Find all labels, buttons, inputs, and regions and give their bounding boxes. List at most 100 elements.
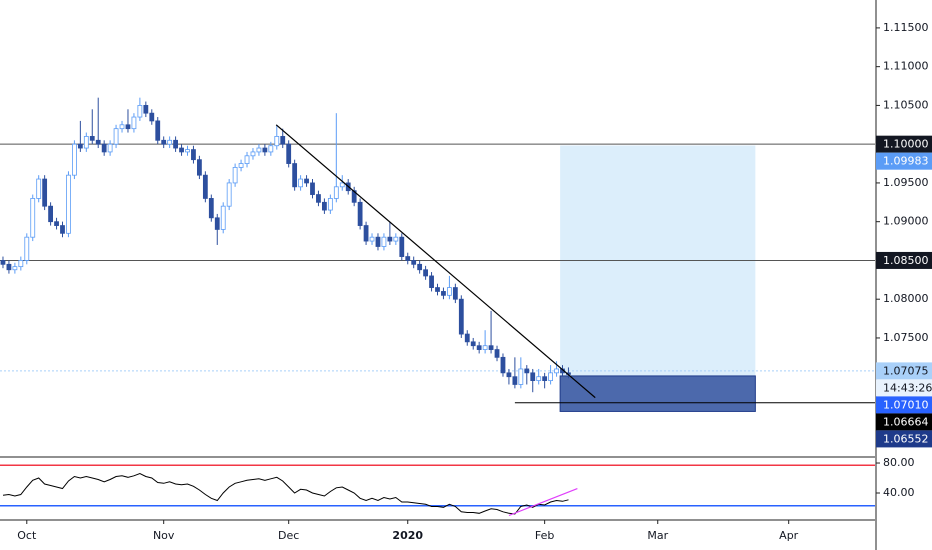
- candle-body: [452, 287, 458, 300]
- loss-zone: [559, 375, 756, 412]
- candle-body: [417, 263, 423, 271]
- price-label: 1.07075: [883, 364, 929, 377]
- candle-body: [89, 136, 95, 141]
- candle-body: [256, 147, 262, 153]
- candle-body: [435, 287, 440, 292]
- candle-body: [363, 225, 369, 242]
- x-tick-label: 2020: [392, 529, 423, 542]
- candle-body: [226, 182, 232, 207]
- x-tick-label: Nov: [153, 529, 175, 542]
- candle-body: [179, 147, 184, 153]
- candle-body: [322, 201, 327, 211]
- candle-body: [411, 260, 417, 265]
- rsi-tick-label: 40.00: [883, 486, 915, 499]
- price-label: 1.08500: [883, 254, 929, 267]
- candle-body: [286, 143, 292, 164]
- candle-body: [83, 136, 89, 149]
- candle-body: [512, 376, 518, 385]
- price-label-box: [876, 152, 932, 170]
- y-tick-label: 1.11500: [883, 21, 929, 34]
- candle-body: [155, 120, 161, 141]
- candle-body: [429, 275, 434, 288]
- candle-body: [185, 149, 190, 153]
- candle-body: [125, 124, 131, 130]
- price-label: 1.09983: [883, 155, 929, 168]
- y-tick-label: 1.10500: [883, 98, 929, 111]
- candle-body: [327, 198, 333, 211]
- candle-body: [351, 190, 357, 203]
- price-label: 1.07010: [883, 398, 929, 411]
- candle-body: [280, 136, 286, 145]
- candle-body: [208, 198, 214, 219]
- candle-body: [369, 236, 375, 242]
- x-tick-label: Apr: [779, 529, 799, 542]
- candle-body: [161, 139, 167, 145]
- rsi-tick-label: 80.00: [883, 456, 915, 469]
- trendline: [275, 124, 596, 399]
- candle-body: [464, 333, 470, 343]
- candle-body: [298, 178, 303, 188]
- candle-body: [131, 116, 137, 130]
- candle-body: [197, 159, 202, 176]
- candle-body: [339, 182, 345, 188]
- candle-body: [268, 145, 274, 153]
- candle-body: [60, 225, 65, 234]
- candle-body: [470, 341, 476, 347]
- candle-body: [274, 136, 280, 147]
- candle-body: [310, 182, 315, 195]
- candle-body: [292, 163, 298, 188]
- candle-body: [232, 167, 238, 184]
- candle-body: [167, 139, 173, 145]
- candle-body: [304, 178, 309, 184]
- candle-body: [143, 105, 149, 114]
- candle-body: [530, 372, 536, 381]
- candle-body: [548, 372, 553, 381]
- price-label-box: [876, 430, 932, 448]
- candle-body: [12, 266, 18, 271]
- candle-body: [66, 174, 71, 234]
- y-tick-label: 1.07500: [883, 331, 929, 344]
- candle-body: [393, 236, 399, 242]
- price-label-box: [876, 362, 932, 380]
- candle-body: [0, 260, 6, 265]
- candle-body: [36, 178, 42, 199]
- candle-body: [250, 151, 256, 157]
- candle-body: [262, 147, 268, 153]
- countdown-box: [876, 379, 932, 397]
- candle-body: [220, 205, 226, 230]
- candle-body: [238, 163, 244, 168]
- candle-body: [202, 174, 208, 199]
- candle-body: [387, 236, 393, 242]
- price-label: 1.06664: [883, 415, 929, 428]
- candle-body: [518, 368, 524, 385]
- y-tick-label: 1.09000: [883, 215, 929, 228]
- price-label-box: [876, 135, 932, 153]
- countdown: 14:43:26: [883, 381, 932, 394]
- candle-body: [542, 376, 548, 381]
- candle-body: [447, 287, 452, 296]
- candle-body: [24, 236, 30, 261]
- candle-body: [399, 236, 405, 257]
- candle-body: [6, 263, 12, 271]
- candle-body: [476, 345, 482, 350]
- candle-body: [316, 194, 321, 203]
- candle-body: [554, 368, 559, 374]
- candle-body: [113, 128, 119, 145]
- candle-body: [333, 186, 339, 199]
- candle-body: [494, 349, 500, 358]
- x-tick-label: Feb: [535, 529, 554, 542]
- candle-body: [42, 178, 48, 207]
- x-tick-label: Oct: [17, 529, 37, 542]
- candle-body: [381, 236, 387, 247]
- candle-body: [48, 205, 53, 223]
- candle-body: [119, 124, 125, 130]
- x-tick-label: Mar: [647, 529, 668, 542]
- price-label-box: [876, 396, 932, 414]
- candle-body: [72, 143, 77, 176]
- candle-body: [405, 256, 411, 261]
- candle-body: [18, 260, 24, 268]
- candle-body: [95, 139, 101, 145]
- price-label: 1.06552: [883, 432, 929, 445]
- candle-body: [357, 201, 363, 226]
